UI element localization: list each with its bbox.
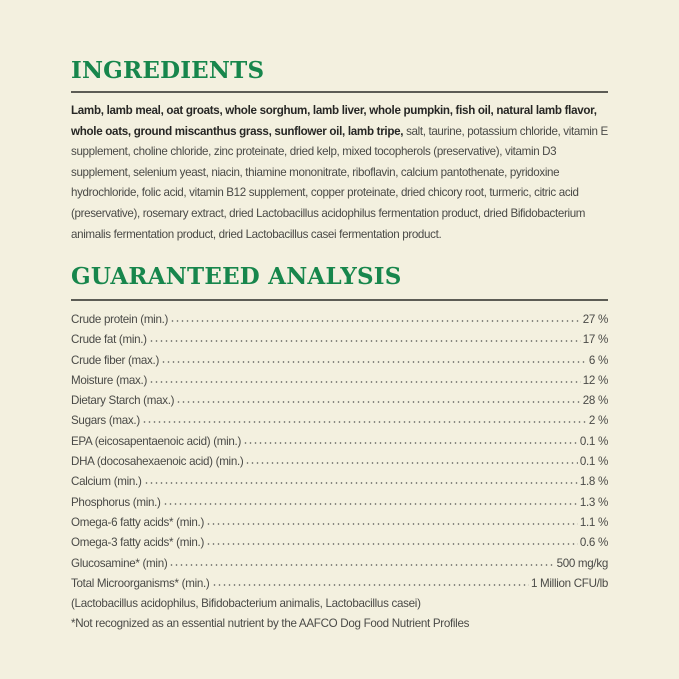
analysis-label: Crude fiber (max.) — [71, 353, 160, 367]
ingredients-list: Lamb, lamb meal, oat groats, whole sorgh… — [71, 101, 608, 245]
analysis-row: DHA (docosahexaenoic acid) (min.) 0.1 % — [71, 452, 608, 472]
analysis-row: Glucosamine* (min) 500 mg/kg — [71, 554, 608, 574]
analysis-label: Moisture (max.) — [71, 373, 148, 387]
dot-leader — [162, 502, 578, 505]
ingredients-primary: Lamb, lamb meal, oat groats, whole sorgh… — [71, 104, 597, 138]
analysis-label: EPA (eicosapentaenoic acid) (min.) — [71, 434, 242, 448]
dot-leader — [143, 482, 578, 485]
dot-leader — [148, 340, 581, 343]
dot-leader — [206, 522, 578, 525]
dot-leader — [243, 441, 578, 444]
analysis-label: Phosphorus (min.) — [71, 495, 161, 509]
analysis-value: 12 % — [582, 373, 609, 387]
analysis-row: Crude fat (min.) 17 % — [71, 330, 608, 350]
analysis-label: Crude fat (min.) — [71, 333, 147, 347]
analysis-value: 2 % — [588, 414, 608, 428]
analysis-value: 27 % — [582, 313, 609, 326]
analysis-row: Omega-3 fatty acids* (min.) 0.6 % — [71, 533, 608, 553]
analysis-heading: GUARANTEED ANALYSIS — [71, 263, 402, 290]
analysis-value: 0.1 % — [579, 455, 608, 469]
dot-leader — [141, 421, 587, 424]
footnote: *Not recognized as an essential nutrient… — [71, 617, 470, 631]
analysis-row: Crude fiber (max.) 6 % — [71, 351, 608, 371]
analysis-value: 6 % — [588, 353, 608, 367]
analysis-value: 28 % — [582, 394, 609, 408]
dot-leader — [245, 462, 578, 465]
analysis-row: Sugars (max.) 2 % — [71, 411, 608, 431]
analysis-label: Crude protein (min.) — [71, 313, 169, 326]
analysis-row: Total Microorganisms* (min.) 1 Million CF… — [71, 574, 608, 594]
dot-leader — [149, 380, 581, 383]
analysis-value: 1.1 % — [579, 515, 608, 529]
analysis-row: Crude protein (min.) 27 % — [71, 310, 608, 330]
analysis-label: Calcium (min.) — [71, 475, 142, 489]
ingredients-secondary: salt, taurine, potassium chloride, vitam… — [71, 124, 608, 241]
analysis-value: 500 mg/kg — [556, 556, 609, 570]
analysis-label: DHA (docosahexaenoic acid) (min.) — [71, 455, 244, 469]
analysis-table: Crude protein (min.) 27 % Crude fat (min.)… — [71, 310, 608, 635]
analysis-label: Sugars (max.) — [71, 414, 140, 428]
analysis-value: 0.6 % — [579, 536, 608, 550]
dot-leader — [161, 360, 587, 363]
analysis-row: Moisture (max.) 12 % — [71, 371, 608, 391]
analysis-value: 1.8 % — [579, 475, 608, 489]
analysis-label: Glucosamine* (min) — [71, 556, 168, 570]
dot-leader — [170, 320, 581, 322]
analysis-row: Dietary Starch (max.) 28 % — [71, 391, 608, 411]
dot-leader — [176, 401, 581, 404]
analysis-value: 17 % — [582, 333, 609, 347]
microorganisms-note: (Lactobacillus acidophilus, Bifidobacter… — [71, 597, 421, 611]
analysis-row: EPA (eicosapentaenoic acid) (min.) 0.1 % — [71, 432, 608, 452]
analysis-value: 1 Million CFU/lb — [530, 576, 608, 590]
ingredients-heading: INGREDIENTS — [71, 57, 265, 84]
analysis-label: Omega-6 fatty acids* (min.) — [71, 515, 205, 529]
analysis-value: 0.1 % — [579, 434, 608, 448]
analysis-label: Dietary Starch (max.) — [71, 394, 175, 408]
ingredients-divider — [71, 91, 608, 93]
analysis-label: Total Microorganisms* (min.) — [71, 576, 210, 590]
analysis-row: Phosphorus (min.) 1.3 % — [71, 493, 608, 513]
dot-leader — [169, 563, 555, 566]
analysis-divider — [71, 299, 608, 301]
analysis-row: Calcium (min.) 1.8 % — [71, 472, 608, 492]
dot-leader — [211, 583, 529, 586]
analysis-value: 1.3 % — [579, 495, 608, 509]
dot-leader — [206, 543, 578, 546]
analysis-label: Omega-3 fatty acids* (min.) — [71, 536, 205, 550]
analysis-row: Omega-6 fatty acids* (min.) 1.1 % — [71, 513, 608, 533]
